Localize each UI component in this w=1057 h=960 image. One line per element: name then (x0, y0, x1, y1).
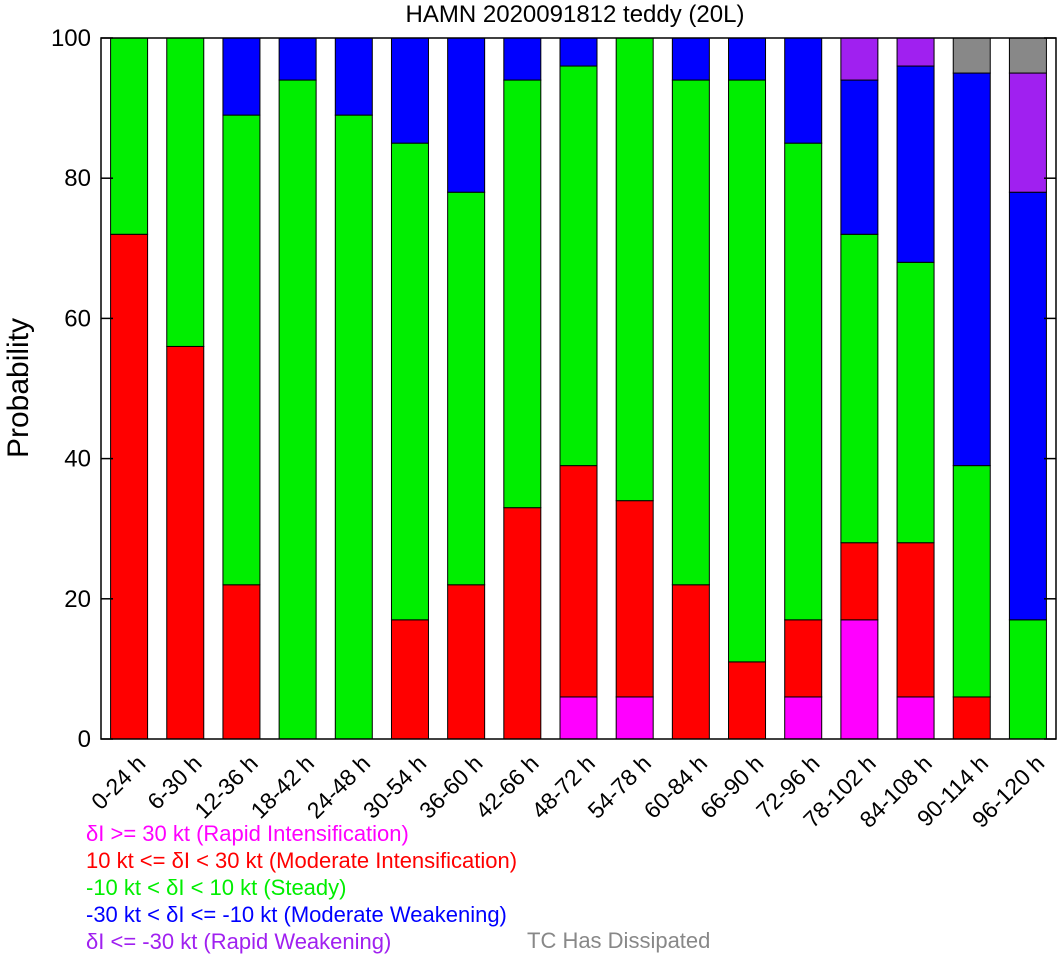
legend-rapid-weakening: δI <= -30 kt (Rapid Weakening) (86, 929, 392, 954)
bar-segment-90-114h-s3 (952, 72, 991, 467)
bar-segment-60-84h-s1 (671, 584, 710, 740)
bar-segment-96-120h-s3 (1008, 191, 1047, 621)
bar-segment-36-60h-s1 (447, 584, 486, 740)
chart-title: HAMN 2020091812 teddy (20L) (406, 1, 745, 28)
bar-segment-72-96h-s3 (784, 37, 823, 144)
bar-segment-30-54h-s1 (390, 619, 429, 740)
y-axis-label: Probability (2, 318, 35, 458)
bar-segment-12-36h-s2 (222, 114, 261, 586)
bar-segment-54-78h-s1 (615, 500, 654, 698)
bar-segment-60-84h-s2 (671, 79, 710, 586)
bar-segment-18-42h-s2 (278, 79, 317, 740)
legend: δI >= 30 kt (Rapid Intensification) 10 k… (86, 820, 517, 955)
bar-segment-54-78h-s2 (615, 37, 654, 502)
bar-segment-66-90h-s2 (728, 79, 767, 663)
bar-segment-42-66h-s3 (503, 37, 542, 81)
bar-segment-60-84h-s3 (671, 37, 710, 81)
y-tick-label: 100 (51, 25, 91, 52)
bar-segment-0-24h-s1 (110, 233, 149, 740)
bar-segment-12-36h-s3 (222, 37, 261, 116)
bar-segment-48-72h-s1 (559, 465, 598, 698)
bar-segment-84-108h-s0 (896, 696, 935, 740)
bar-segment-96-120h-s5 (1008, 37, 1047, 74)
bar-segment-90-114h-s5 (952, 37, 991, 74)
bar-segment-6-30h-s2 (166, 37, 205, 347)
bar-segment-48-72h-s3 (559, 37, 598, 67)
bar-segment-30-54h-s2 (390, 142, 429, 621)
y-tick-label: 80 (64, 165, 91, 192)
bar-segment-18-42h-s3 (278, 37, 317, 81)
bar-segment-78-102h-s0 (840, 619, 879, 740)
bar-segment-30-54h-s3 (390, 37, 429, 144)
bar-segment-54-78h-s0 (615, 696, 654, 740)
y-tick-label: 40 (64, 446, 91, 473)
bar-segment-90-114h-s2 (952, 465, 991, 698)
legend-moderate-weakening: -30 kt < δI <= -10 kt (Moderate Weakenin… (86, 902, 507, 927)
bar-segment-36-60h-s3 (447, 37, 486, 193)
bar-segment-66-90h-s1 (728, 661, 767, 740)
bar-segment-72-96h-s0 (784, 696, 823, 740)
bar-segment-48-72h-s2 (559, 65, 598, 467)
y-tick-label: 0 (78, 726, 91, 753)
bar-segment-78-102h-s2 (840, 233, 879, 544)
bar-segment-84-108h-s1 (896, 542, 935, 698)
legend-rapid-intensification: δI >= 30 kt (Rapid Intensification) (86, 821, 409, 846)
bar-segment-42-66h-s2 (503, 79, 542, 509)
bar-segment-96-120h-s4 (1008, 72, 1047, 193)
bar-segment-78-102h-s1 (840, 542, 879, 621)
bar-segment-84-108h-s4 (896, 37, 935, 67)
bar-segment-84-108h-s2 (896, 261, 935, 544)
bar-segment-78-102h-s3 (840, 79, 879, 235)
bar-segment-72-96h-s1 (784, 619, 823, 698)
bar-segment-24-48h-s3 (334, 37, 373, 116)
bars-layer (110, 37, 1047, 740)
bar-segment-24-48h-s2 (334, 114, 373, 740)
y-tick-label: 20 (64, 586, 91, 613)
bar-segment-48-72h-s0 (559, 696, 598, 740)
legend-moderate-intensification: 10 kt <= δI < 30 kt (Moderate Intensific… (86, 848, 518, 873)
x-tick-label: 0-24 h (86, 750, 151, 815)
bar-segment-12-36h-s1 (222, 584, 261, 740)
bar-segment-36-60h-s2 (447, 191, 486, 586)
plot-frame (100, 37, 1057, 740)
legend-dissipated: TC Has Dissipated (527, 928, 711, 953)
bar-segment-84-108h-s3 (896, 65, 935, 263)
bar-segment-78-102h-s4 (840, 37, 879, 81)
bar-segment-66-90h-s3 (728, 37, 767, 81)
bar-segment-72-96h-s2 (784, 142, 823, 621)
bar-segment-96-120h-s2 (1008, 619, 1047, 740)
bar-segment-6-30h-s1 (166, 345, 205, 740)
bar-segment-42-66h-s1 (503, 507, 542, 740)
bar-segment-0-24h-s2 (110, 37, 149, 235)
legend-steady: -10 kt < δI < 10 kt (Steady) (86, 875, 347, 900)
y-tick-label: 60 (64, 305, 91, 332)
bar-segment-90-114h-s1 (952, 696, 991, 740)
